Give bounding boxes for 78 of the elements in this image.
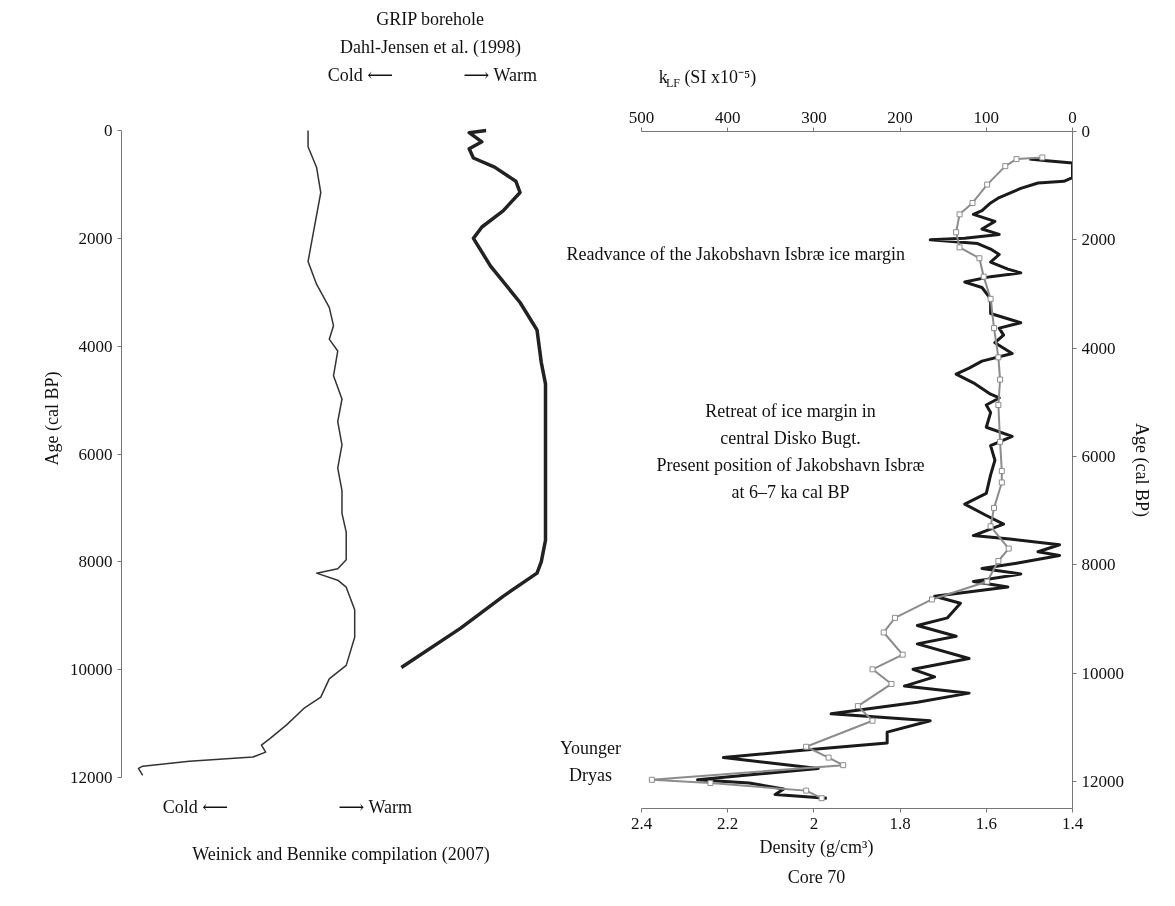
y-tick-label: 10000 (1081, 663, 1124, 683)
y-tick-label: 0 (1081, 122, 1090, 141)
point (880, 629, 887, 636)
point (998, 479, 1005, 486)
y-tick-label: 2000 (78, 228, 113, 248)
point (997, 376, 1004, 383)
point (854, 703, 861, 710)
point (956, 244, 963, 251)
point (984, 578, 991, 585)
annotation: Retreat of ice margin in central Disko Bugt. Present position of Jakobshavn Isbræ at 6–7 ka cal BP (656, 400, 925, 502)
y-tick-label: 2000 (1081, 230, 1116, 250)
x-axis-title: Density (g/cm³) (759, 836, 874, 858)
point (840, 762, 847, 769)
point (869, 666, 876, 673)
y-axis-title: Age (cal BP) (42, 371, 63, 466)
x-tick-label: 1.6 (975, 813, 997, 833)
point (956, 211, 963, 218)
point (995, 402, 1002, 409)
x2-tick-label: 100 (973, 107, 1000, 127)
x-tick-label: 2.2 (717, 813, 739, 833)
point (803, 743, 810, 750)
text: Cold ⟵ (162, 796, 229, 817)
point (1002, 163, 1009, 170)
x-tick-label: 1.8 (889, 813, 911, 833)
text: Dahl-Jensen et al. (1998) (340, 36, 521, 58)
x-tick-label: 1.4 (1061, 813, 1084, 833)
point (899, 651, 906, 658)
point (869, 717, 876, 724)
point (984, 181, 991, 188)
annotation: Readvance of the Jakobshavn Isbræ ice margin (566, 243, 906, 264)
point (995, 354, 1002, 361)
point (928, 596, 935, 603)
x2-tick-label: 300 (801, 107, 827, 127)
y-tick-label: 4000 (78, 336, 113, 356)
x-tick-label: 2.4 (630, 813, 653, 833)
point (1013, 156, 1020, 163)
text: Younger Dryas (559, 737, 622, 785)
point (998, 468, 1005, 475)
y-tick-label: 6000 (78, 444, 113, 464)
y-tick-label: 6000 (1081, 446, 1116, 466)
point (891, 614, 898, 621)
y-tick-label: 0 (104, 121, 113, 140)
point (825, 754, 832, 761)
point (648, 776, 655, 783)
x2-tick-label: 400 (714, 107, 741, 127)
y-tick-label: 4000 (1081, 338, 1116, 358)
point (991, 504, 998, 511)
y-tick-label: 8000 (1081, 555, 1116, 575)
point (987, 295, 994, 302)
point (818, 795, 825, 802)
text: Core 70 (787, 866, 846, 887)
point (987, 523, 994, 530)
x-tick-label: 2 (809, 813, 819, 833)
text: Weinick and Bennike compilation (2007) (192, 843, 490, 865)
point (953, 229, 960, 236)
point (1039, 154, 1046, 161)
point (969, 199, 976, 206)
y-tick-label: 12000 (1081, 771, 1124, 791)
y-axis-title: Age (cal BP) (1131, 423, 1152, 517)
point (991, 325, 998, 332)
x2-tick-label: 0 (1068, 107, 1077, 127)
x2-tick-label: 500 (628, 107, 655, 127)
point (976, 255, 983, 262)
point (888, 680, 895, 687)
point (707, 780, 714, 787)
y-tick-label: 12000 (70, 768, 113, 787)
text: GRIP borehole (376, 8, 485, 29)
point (1005, 545, 1012, 552)
point (803, 787, 810, 794)
x2-tick-label: 200 (887, 107, 913, 127)
point (997, 438, 1004, 445)
y-tick-label: 10000 (70, 660, 113, 680)
point (995, 557, 1002, 564)
text: ⟶ Warm (338, 796, 413, 817)
text: Cold ⟵ (327, 64, 394, 85)
text: ⟶ Warm (463, 64, 538, 85)
point (980, 273, 987, 280)
y-tick-label: 8000 (78, 552, 113, 572)
